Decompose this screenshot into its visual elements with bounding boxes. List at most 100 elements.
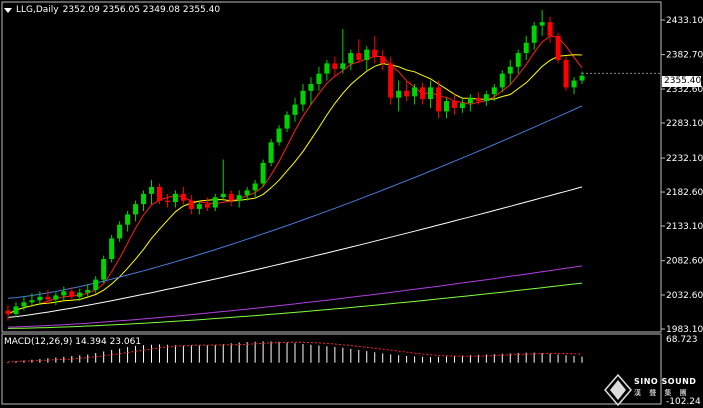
candle-bull [531, 25, 537, 43]
chart-header: LLG,Daily 2352.09 2356.05 2349.08 2355.4… [4, 5, 220, 15]
candle-bull [412, 87, 418, 97]
candle-bull [292, 104, 298, 115]
macd-panel-border [1, 333, 662, 405]
candle-bull [491, 87, 497, 95]
candle-bear [164, 200, 170, 203]
candle-bear [228, 193, 234, 201]
candle-bull [340, 63, 346, 69]
price-tick-label: 2082.60 [666, 257, 703, 267]
candle-bull [244, 190, 250, 196]
price-tick-label: 2182.60 [666, 188, 703, 198]
macd-label: MACD(12,26,9) 14.394 23.061 [4, 337, 142, 347]
candle-bull [252, 183, 258, 191]
logo-mark-icon [604, 374, 632, 406]
candle-bull [172, 193, 178, 203]
candle-bear [372, 49, 378, 57]
candle-bear [5, 310, 11, 314]
candle-bull [396, 90, 402, 98]
candle-bull [13, 306, 19, 314]
candle-bull [196, 204, 202, 209]
candle-bull [149, 186, 154, 194]
price-tick-label: 2283.10 [666, 119, 703, 129]
candle-bull [109, 238, 115, 260]
candle-bull [61, 291, 67, 296]
price-tick-label: 2433.10 [666, 16, 703, 26]
sino-sound-logo: SINO SOUND 漢 聲 集 團 [604, 373, 702, 407]
candle-bear [69, 291, 75, 297]
candle-bull [443, 101, 449, 112]
candle-bull [21, 302, 27, 307]
candle-bull [348, 53, 354, 64]
candle-bull [133, 204, 139, 215]
ma-long-blue-line [7, 105, 583, 299]
moving-averages [7, 35, 661, 329]
candle-bull [316, 73, 322, 84]
candle-bull [37, 296, 43, 301]
candle-bull [125, 214, 131, 225]
candle-bear [404, 90, 410, 97]
candle-bull [77, 292, 83, 297]
symbol-label: LLG,Daily [16, 5, 59, 15]
candle-bear [380, 56, 386, 64]
candle-bull [85, 289, 91, 293]
price-tick-label: 2032.60 [666, 291, 703, 301]
candle-bear [204, 204, 210, 208]
candle-bear [555, 35, 561, 60]
candle-bull [117, 224, 123, 239]
candle-bull [364, 49, 370, 60]
candle-bull [428, 87, 434, 100]
ohlc-values: 2352.09 2356.05 2349.08 2355.40 [62, 5, 221, 15]
candle-bear [475, 97, 481, 102]
price-tick-label: 2133.10 [666, 222, 703, 232]
candle-bull [101, 259, 107, 280]
candle-bull [53, 295, 59, 300]
candle-bear [180, 193, 186, 201]
dropdown-triangle-icon[interactable] [4, 7, 12, 13]
candle-bull [507, 66, 513, 74]
candle-bear [156, 186, 162, 201]
candle-bear [332, 63, 338, 69]
candle-bull [523, 42, 529, 54]
candle-bull [483, 94, 489, 102]
candle-bull [93, 279, 99, 290]
candle-bull [276, 128, 282, 143]
candle-bull [467, 97, 473, 104]
ma-long-white-line [7, 186, 583, 318]
current-price-tag: 2355.40 [662, 76, 702, 87]
candle-bull [459, 103, 465, 108]
candle-bull [141, 193, 147, 205]
candle-bear [547, 22, 553, 36]
candle-bull [268, 142, 274, 163]
candle-bull [499, 73, 505, 88]
candle-bull [212, 197, 218, 208]
price-panel-border [1, 1, 662, 333]
candle-bull [220, 193, 226, 198]
logo-subtitle: 漢 聲 集 團 [634, 389, 690, 397]
ma-long-purple-line [7, 265, 583, 328]
candle-bull [539, 22, 545, 26]
price-tick-label: 2332.60 [666, 85, 703, 95]
price-tick-label: 2382.70 [666, 51, 703, 61]
macd-panel: 68.723 -102.24 [7, 335, 701, 407]
candle-bull [29, 300, 35, 303]
candle-bull [515, 53, 521, 67]
candle-bull [284, 114, 290, 129]
candle-bear [420, 87, 426, 100]
logo-name: SINO SOUND [634, 377, 697, 386]
ma-fast-line [7, 35, 583, 315]
candle-bear [388, 63, 394, 98]
macd-bottom-label: -102.24 [666, 397, 701, 407]
macd-top-label: 68.723 [666, 335, 698, 345]
candles-layer [5, 9, 585, 321]
candle-bear [356, 53, 362, 60]
candle-bull [308, 83, 314, 91]
candle-bear [436, 87, 441, 112]
candle-bear [188, 200, 194, 209]
candle-bear [451, 101, 457, 108]
price-axis: 2433.10 2382.70 2332.60 2283.10 2232.10 2182.… [661, 16, 703, 335]
candle-bear [45, 296, 51, 300]
chart-frame [1, 1, 662, 405]
candle-bull [579, 75, 585, 81]
ma-long-green-line [7, 282, 583, 329]
